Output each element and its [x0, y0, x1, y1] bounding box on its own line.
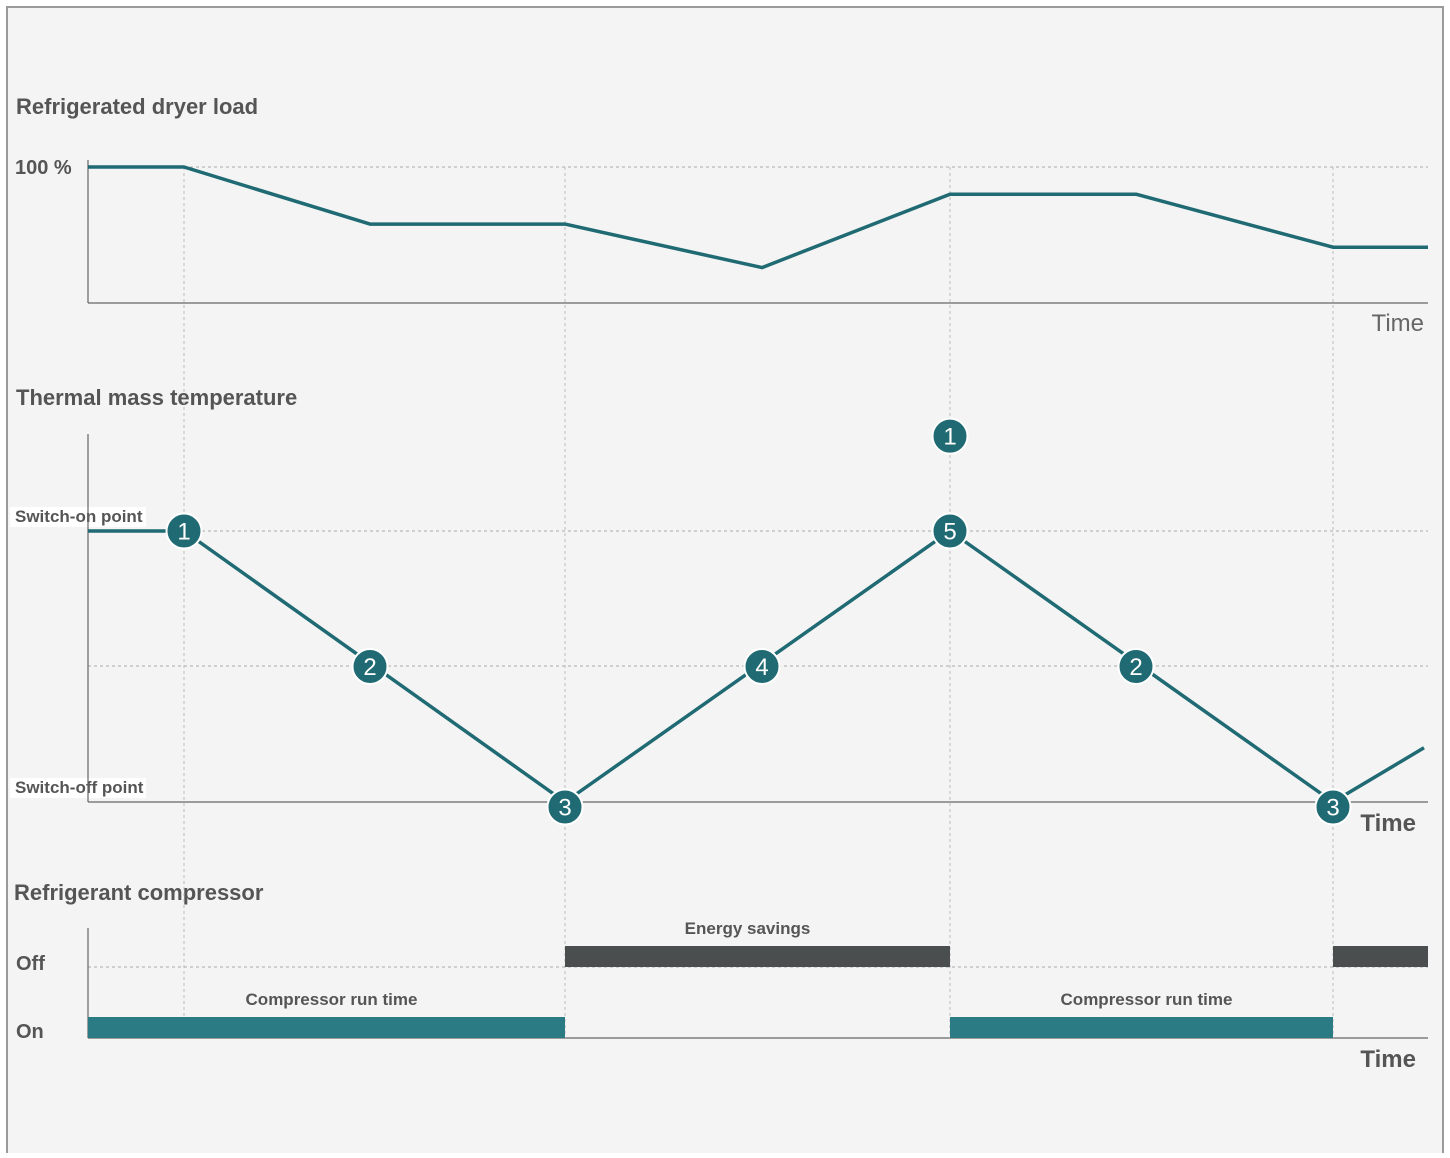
compressor-x-label: Time [1360, 1046, 1416, 1073]
step-marker-circle [1314, 788, 1352, 826]
step-marker-number: 1 [943, 424, 956, 451]
compressor-on-label: On [16, 1021, 44, 1043]
step-marker-circle [743, 648, 781, 685]
step-marker-2: 2 [351, 648, 389, 685]
step-marker-circle [351, 648, 389, 685]
step-marker-1: 1 [165, 512, 203, 550]
step-marker-number: 3 [558, 795, 571, 822]
step-marker-5: 5 [931, 512, 969, 550]
step-marker-1: 1 [931, 417, 969, 455]
step-marker-3: 3 [546, 788, 584, 826]
compressor-off-label: Off [16, 953, 45, 975]
switch-off-label: Switch-off point [15, 778, 144, 797]
compressor-off-bar [1333, 946, 1428, 967]
switch-on-label-bg [10, 507, 146, 527]
load-x-label: Time [1372, 310, 1424, 337]
step-marker-number: 2 [363, 654, 376, 681]
load-y-label: 100 % [15, 157, 72, 179]
load-line [88, 165, 1428, 270]
compressor-on-bar [950, 1017, 1333, 1038]
time-guides [183, 167, 1334, 1038]
step-marker-number: 3 [1326, 795, 1339, 822]
load-panel: Refrigerated dryer load 100 % Time [15, 94, 1428, 337]
step-marker-number: 1 [177, 519, 190, 546]
compressor-run-time-label: Compressor run time [1061, 990, 1233, 1009]
compressor-run-time-label: Compressor run time [246, 990, 418, 1009]
step-marker-2: 2 [1117, 648, 1155, 685]
step-marker-circle [931, 417, 969, 455]
temperature-x-label: Time [1360, 810, 1416, 837]
step-marker-circle [165, 512, 203, 550]
compressor-on-bar [88, 1017, 565, 1038]
compressor-off-bar [565, 946, 950, 967]
step-marker-4: 4 [743, 648, 781, 685]
step-marker-number: 2 [1129, 654, 1142, 681]
load-title: Refrigerated dryer load [16, 94, 258, 119]
switch-off-label-bg [10, 778, 146, 798]
compressor-title: Refrigerant compressor [14, 880, 264, 905]
temperature-title: Thermal mass temperature [16, 385, 297, 410]
step-marker-circle [931, 512, 969, 550]
switch-on-label: Switch-on point [15, 507, 143, 526]
step-marker-circle [546, 788, 584, 826]
step-marker-number: 4 [755, 654, 768, 681]
step-marker-number: 5 [943, 519, 956, 546]
energy-savings-label: Energy savings [685, 919, 811, 938]
step-marker-3: 3 [1314, 788, 1352, 826]
step-marker-circle [1117, 648, 1155, 685]
data-layer: 1 2 3 4 5 1 2 3 Compressor run time Energy saving… [88, 165, 1428, 1038]
temperature-panel: Thermal mass temperature Switch-on point… [10, 385, 1428, 837]
